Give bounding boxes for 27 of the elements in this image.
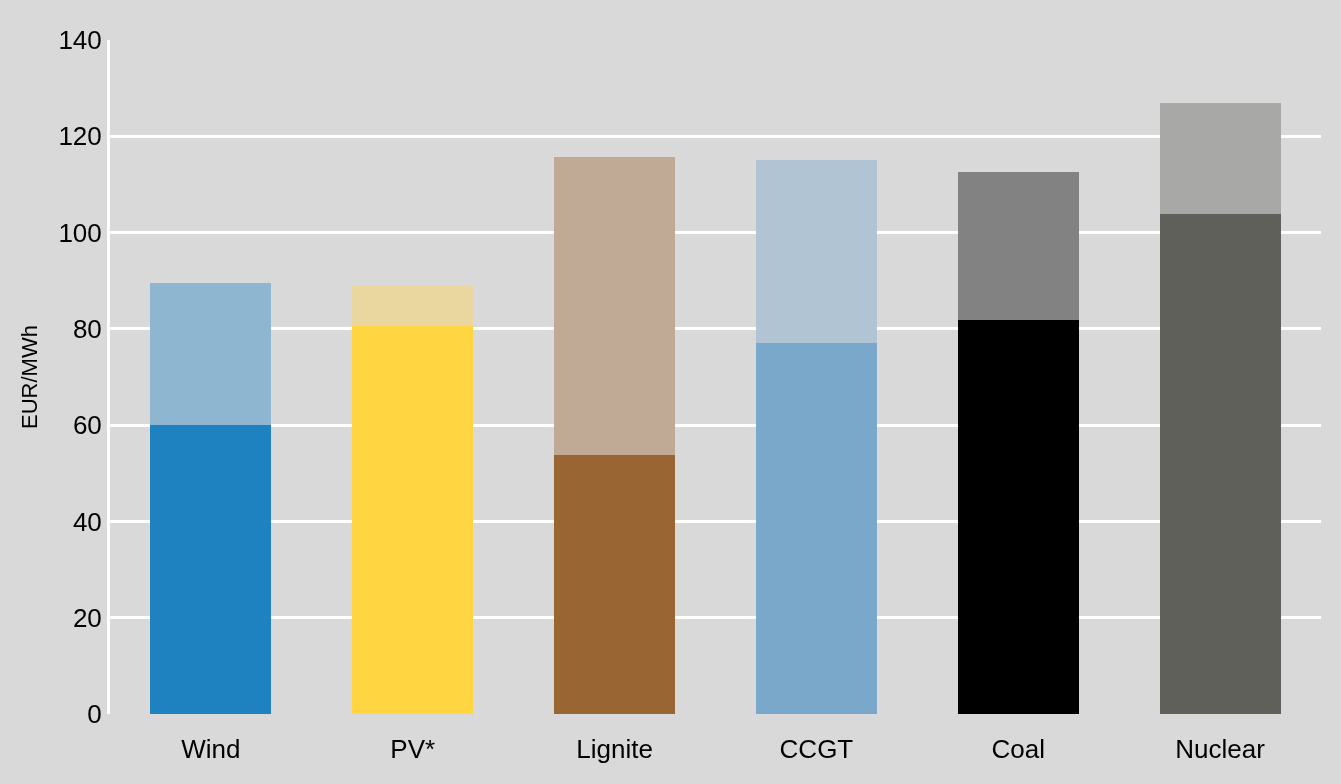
x-tick-label: Lignite <box>576 734 653 765</box>
y-tick-label: 20 <box>72 602 102 633</box>
bar <box>352 285 474 326</box>
x-tick-label: CCGT <box>779 734 854 765</box>
y-tick-label: 80 <box>72 313 102 344</box>
bar <box>150 282 272 426</box>
y-tick-label: 0 <box>87 699 102 730</box>
x-tick-label: Nuclear <box>1175 734 1266 765</box>
bar <box>957 319 1079 714</box>
bar <box>352 325 474 714</box>
bar <box>554 156 676 455</box>
x-tick-label: PV* <box>390 734 436 765</box>
bar <box>755 160 877 343</box>
y-tick-label: 140 <box>58 25 102 56</box>
x-tick-label: Coal <box>991 734 1045 765</box>
y-tick-label: 60 <box>72 410 102 441</box>
y-axis-title: EUR/MWh <box>17 325 43 429</box>
bar <box>957 171 1079 320</box>
y-tick-label: 100 <box>58 217 102 248</box>
bar <box>150 425 272 714</box>
bar <box>1159 213 1281 714</box>
y-tick-label: 120 <box>58 121 102 152</box>
x-tick-label: Wind <box>181 734 241 765</box>
bar <box>755 342 877 714</box>
bar <box>554 454 676 714</box>
y-tick-label: 40 <box>72 506 102 537</box>
bar <box>1159 103 1281 214</box>
